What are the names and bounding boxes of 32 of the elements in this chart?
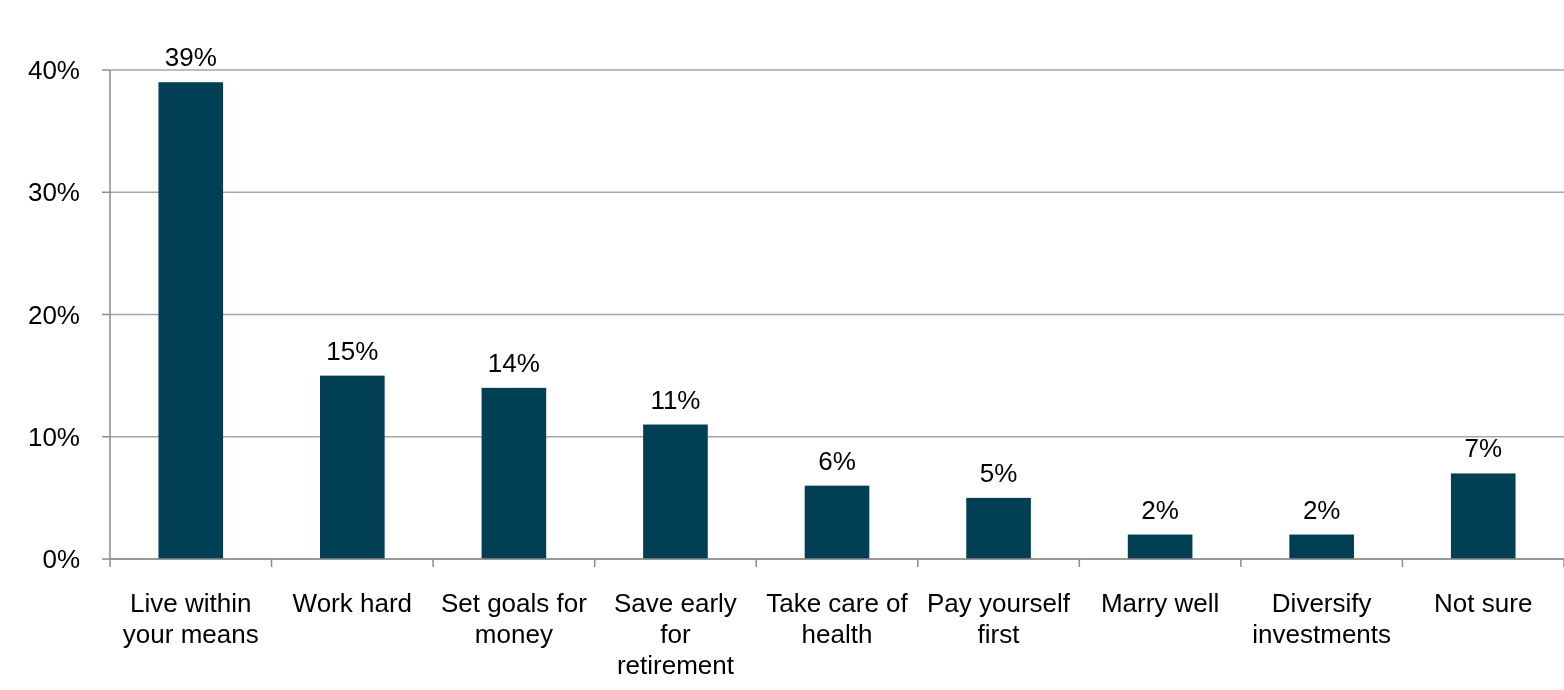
y-tick-label: 30% — [27, 177, 80, 208]
bar — [481, 387, 547, 559]
bar — [1127, 534, 1193, 559]
x-tick-label: Pay yourself first — [927, 588, 1071, 649]
x-tick-label: Save early for retirement — [614, 588, 737, 680]
data-label: 2% — [1302, 494, 1341, 525]
x-tick-label: Set goals for money — [440, 588, 588, 649]
data-label: 2% — [1141, 494, 1179, 525]
bar — [320, 375, 385, 559]
bar — [1289, 534, 1354, 559]
x-tick-label: Marry well — [1100, 588, 1220, 618]
bar — [1450, 473, 1516, 559]
bar — [804, 485, 870, 559]
x-tick-label: Work hard — [292, 588, 413, 618]
data-label: 11% — [650, 384, 701, 415]
y-tick-label: 20% — [27, 299, 80, 330]
x-tick-label: Take care of health — [766, 588, 909, 649]
y-tick-label: 10% — [27, 421, 80, 452]
bar — [158, 82, 224, 559]
bar — [643, 424, 708, 559]
bar — [966, 497, 1031, 559]
y-tick-label: 40% — [27, 55, 80, 86]
data-label: 39% — [164, 42, 217, 73]
data-label: 7% — [1464, 433, 1503, 464]
data-label: 15% — [326, 335, 379, 366]
data-label: 14% — [487, 347, 540, 378]
y-tick-label: 0% — [42, 544, 80, 575]
data-label: 6% — [818, 445, 856, 476]
x-tick-label: Diversify investments — [1252, 588, 1392, 649]
data-label: 5% — [979, 457, 1018, 488]
x-tick-label: Not sure — [1434, 588, 1533, 618]
x-tick-label: Live within your means — [122, 588, 259, 649]
